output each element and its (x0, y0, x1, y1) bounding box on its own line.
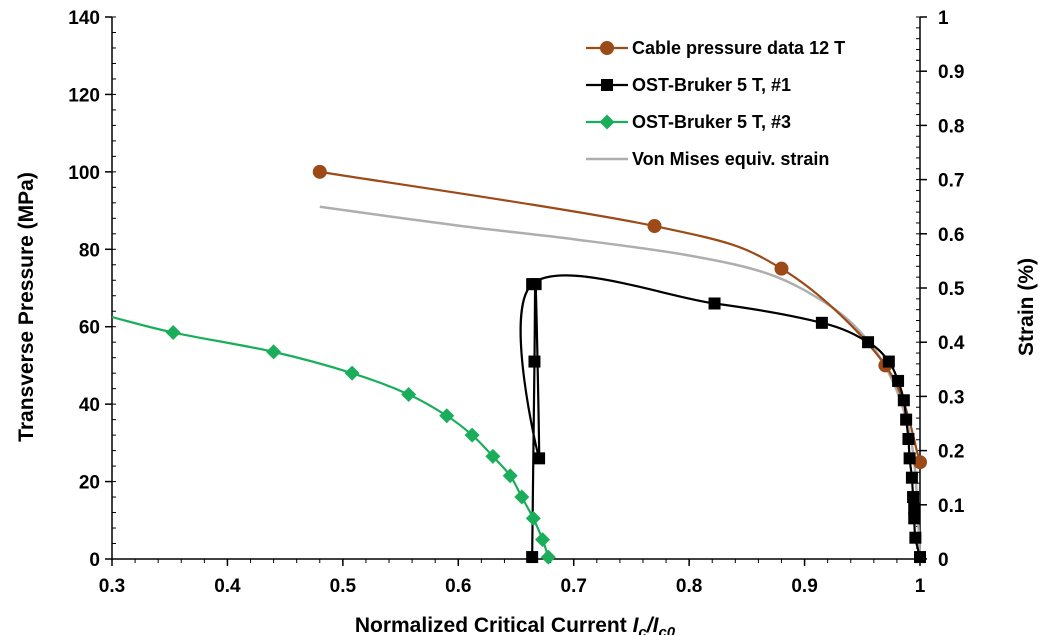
y-tick-label: 120 (68, 85, 100, 106)
plot-area (111, 164, 927, 565)
x-tick-label: 0.8 (676, 576, 702, 597)
x-axis-title-part: Normalized Critical Current (355, 614, 633, 635)
y-tick-label: 60 (79, 318, 100, 339)
x-tick-label: 0.9 (791, 576, 817, 597)
series-2 (111, 315, 556, 565)
legend-item: OST-Bruker 5 T, #3 (586, 112, 791, 132)
y2-tick-label: 0.1 (938, 496, 965, 517)
data-point (897, 394, 910, 407)
legend-label: Von Mises equiv. strain (632, 149, 829, 169)
legend-item: Cable pressure data 12 T (586, 38, 845, 58)
data-point (526, 278, 539, 291)
x-axis-title-part: c (638, 624, 647, 635)
y2-tick-label: 0.3 (938, 387, 964, 408)
y-tick-label: 140 (68, 8, 100, 29)
x-tick-label: 0.7 (561, 576, 587, 597)
x-axis-title: Normalized Critical Current Ic/Ic0 (355, 614, 676, 635)
y2-tick-label: 0.9 (938, 62, 964, 83)
x-axis-title-part: c0 (658, 624, 675, 635)
y2-tick-label: 1 (938, 8, 949, 29)
data-point (900, 413, 913, 426)
legend-label: OST-Bruker 5 T, #3 (632, 112, 791, 132)
y2-tick-label: 0.6 (938, 225, 964, 246)
y2-tick-label: 0.8 (938, 116, 964, 137)
data-point (907, 491, 920, 504)
data-point (909, 531, 922, 544)
data-point (908, 512, 921, 525)
data-point (862, 336, 875, 349)
legend-item: OST-Bruker 5 T, #1 (586, 75, 791, 95)
data-point (647, 219, 662, 234)
data-point (908, 502, 921, 515)
legend-label: Cable pressure data 12 T (632, 38, 845, 58)
data-point (464, 427, 480, 443)
legend-swatch-marker (601, 79, 613, 91)
data-point (902, 432, 915, 445)
y-tick-label: 80 (79, 240, 100, 261)
x-tick-label: 1 (915, 576, 926, 597)
data-point (540, 549, 556, 565)
axes: 0.3 0.4 0.5 0.6 0.7 0.8 0.9 1020406080100120140… (68, 8, 965, 597)
data-point (533, 452, 546, 465)
y2-tick-label: 0.2 (938, 442, 964, 463)
data-point (312, 164, 327, 179)
data-point (905, 471, 918, 484)
data-point (535, 532, 551, 548)
y-tick-label: 40 (79, 395, 100, 416)
y2-tick-label: 0.5 (938, 279, 965, 300)
y-tick-label: 0 (89, 550, 100, 571)
y-axis-title: Transverse Pressure (MPa) (15, 172, 38, 442)
data-point (708, 297, 721, 310)
x-tick-label: 0.6 (445, 576, 471, 597)
data-point (815, 316, 828, 329)
x-axis-title-part: I (653, 614, 660, 635)
y2-axis-title: Strain (%) (1015, 258, 1038, 356)
x-tick-label: 0.4 (214, 576, 241, 597)
legend: Cable pressure data 12 T OST-Bruker 5 T, … (586, 38, 845, 169)
y2-tick-label: 0.4 (938, 333, 965, 354)
x-tick-label: 0.3 (99, 576, 125, 597)
data-point (344, 365, 360, 381)
x-tick-label: 0.5 (330, 576, 357, 597)
y2-tick-label: 0.7 (938, 171, 964, 192)
data-point (882, 355, 895, 368)
data-point (439, 408, 455, 424)
data-point (485, 448, 501, 464)
axis-titles: Normalized Critical Current Ic/Ic0 Trans… (15, 172, 1038, 635)
data-point (903, 452, 916, 465)
data-point (401, 386, 417, 402)
legend-label: OST-Bruker 5 T, #1 (632, 75, 791, 95)
data-point (774, 261, 789, 276)
data-point (514, 489, 530, 505)
legend-item: Von Mises equiv. strain (586, 149, 829, 169)
legend-swatch-marker (599, 114, 615, 130)
data-point (526, 551, 539, 564)
y-tick-label: 100 (68, 163, 100, 184)
series-1 (519, 274, 926, 564)
data-point (528, 355, 541, 368)
data-point (266, 344, 282, 360)
y2-tick-label: 0 (938, 550, 949, 571)
x-axis-title-part: / (646, 614, 655, 635)
data-point (525, 510, 541, 526)
data-point (502, 468, 518, 484)
data-point (892, 374, 905, 387)
x-axis-title-part: I (633, 614, 640, 635)
y-tick-label: 20 (79, 473, 100, 494)
data-point (914, 551, 926, 564)
legend-swatch-marker (600, 41, 614, 55)
data-point (165, 325, 181, 341)
